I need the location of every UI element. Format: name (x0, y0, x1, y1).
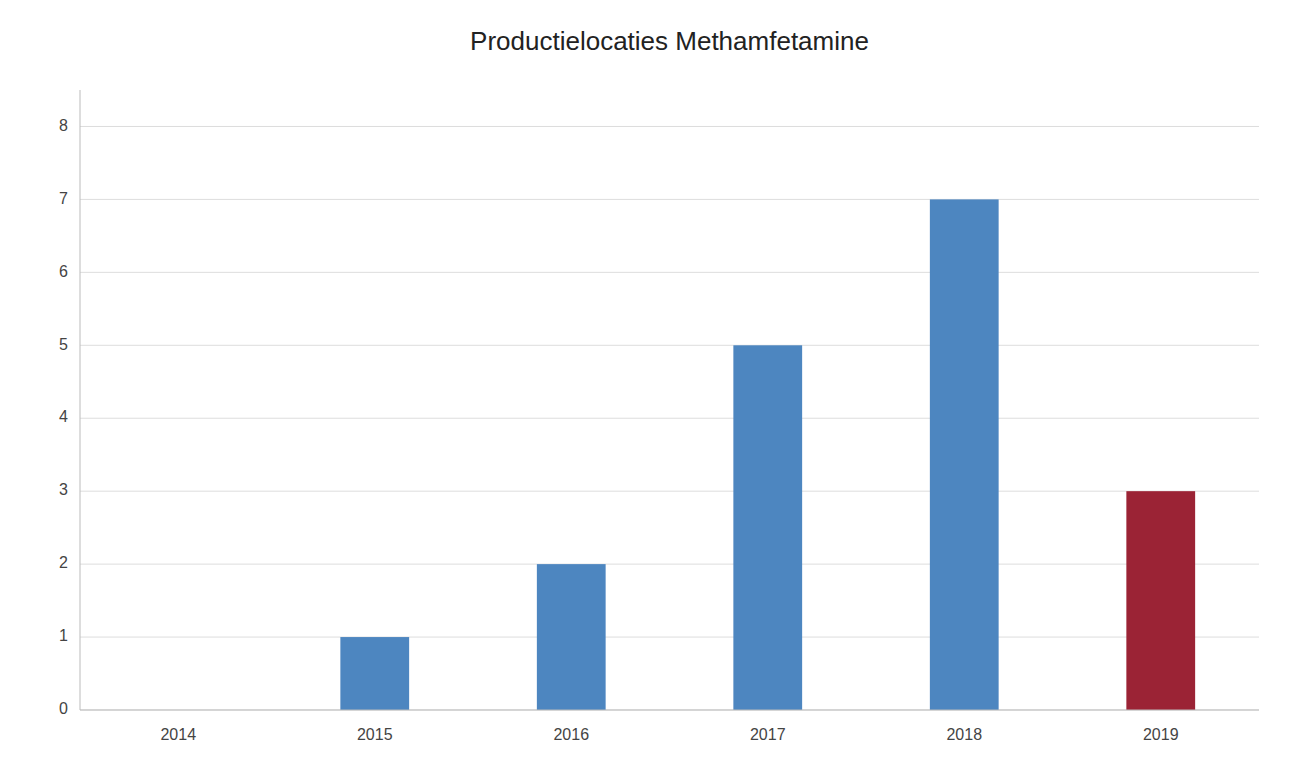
y-tick-label: 7 (59, 190, 68, 207)
y-tick-label: 1 (59, 627, 68, 644)
chart-container: Productielocaties Methamfetamine 0 1 2 3 4 5 6 7… (0, 0, 1299, 780)
bars (340, 199, 1195, 710)
grid-line (80, 564, 1259, 565)
grid-line (80, 710, 1259, 711)
y-tick-label: 0 (59, 700, 68, 717)
x-tick-label: 2018 (946, 726, 982, 743)
grid-line (80, 345, 1259, 346)
grid-line (80, 637, 1259, 638)
y-axis: 0 1 2 3 4 5 6 7 8 (59, 117, 1259, 718)
bar (537, 564, 606, 710)
y-axis-line (80, 90, 81, 710)
y-tick-label: 5 (59, 336, 68, 353)
y-tick-label: 2 (59, 554, 68, 571)
grid-line (80, 126, 1259, 127)
x-tick-label: 2019 (1143, 726, 1179, 743)
y-tick-label: 8 (59, 117, 68, 134)
grid-line (80, 491, 1259, 492)
bar (1126, 491, 1195, 710)
x-axis-line (80, 710, 1259, 711)
y-tick-label: 4 (59, 408, 68, 425)
y-tick-label: 6 (59, 263, 68, 280)
grid-line (80, 199, 1259, 200)
bar (340, 637, 409, 710)
grid-line (80, 272, 1259, 273)
bar (733, 345, 802, 710)
x-tick-label: 2017 (750, 726, 786, 743)
x-tick-label: 2014 (160, 726, 196, 743)
grid-line (80, 418, 1259, 419)
x-axis: 2014 2015 2016 2017 2018 2019 (160, 726, 1178, 743)
x-tick-label: 2015 (357, 726, 393, 743)
page: {"chart_data": {"type": "bar", "title": … (0, 0, 1299, 780)
bar (930, 199, 999, 710)
chart: Productielocaties Methamfetamine 0 1 2 3 4 5 6 7… (0, 0, 1299, 780)
y-tick-label: 3 (59, 481, 68, 498)
title: Productielocaties Methamfetamine (470, 26, 869, 56)
x-tick-label: 2016 (553, 726, 589, 743)
